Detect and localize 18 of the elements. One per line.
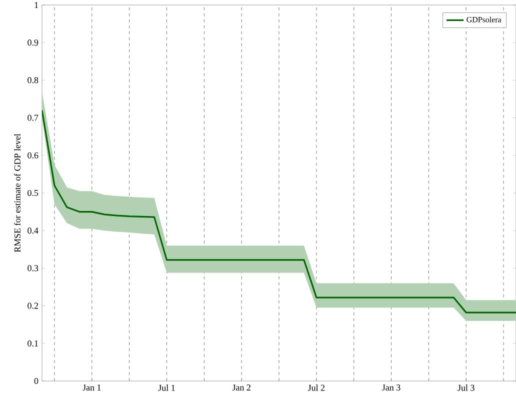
y-axis-title: RMSE for estimate of GDP level	[14, 134, 20, 252]
x-tick-label: Jan 2	[232, 384, 250, 391]
y-tick-label: 0.5	[28, 190, 38, 196]
y-tick-label: 0.6	[28, 152, 38, 158]
y-tick-label: 0.1	[28, 340, 38, 346]
x-tick-label: Jul 1	[158, 384, 175, 391]
x-tick-label: Jul 3	[458, 384, 474, 391]
x-tick-label: Jan 3	[382, 384, 400, 391]
y-tick-label: 0.7	[28, 114, 38, 121]
y-tick-label: 1	[34, 2, 38, 8]
y-tick-label: 0.2	[28, 302, 38, 309]
x-tick-label: Jul 2	[308, 384, 325, 391]
x-tick-label: Jan 1	[82, 384, 101, 391]
y-tick-label: 0.9	[28, 40, 38, 46]
y-tick-label: 0.8	[28, 77, 38, 84]
y-tick-label: 0.3	[28, 265, 38, 272]
y-tick-label: 0.4	[28, 228, 38, 234]
y-tick-label: 0	[34, 378, 38, 384]
